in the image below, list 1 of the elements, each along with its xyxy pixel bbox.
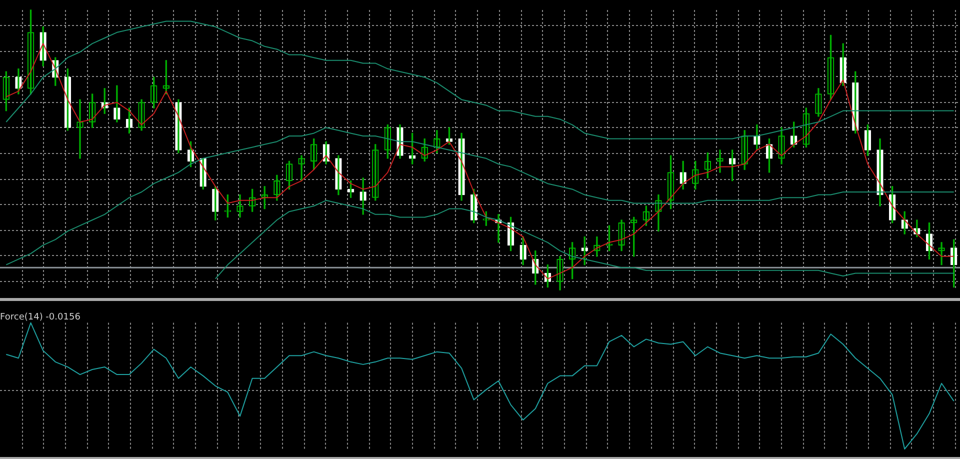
chart-title: Force(14) -0.0156: [0, 312, 81, 323]
